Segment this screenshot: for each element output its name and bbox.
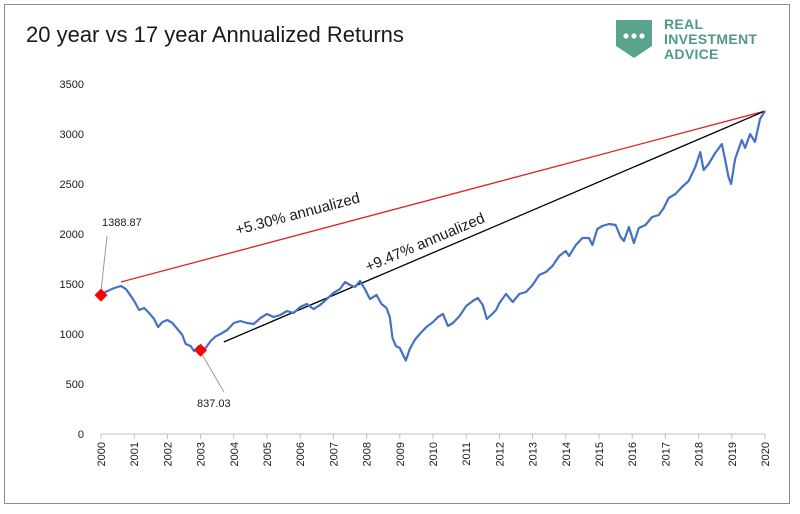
marker-value-label: 837.03 <box>197 398 231 410</box>
brand-logo: REAL INVESTMENT ADVICE <box>610 16 785 66</box>
x-tick-label: 2013 <box>528 442 540 466</box>
chart-title: 20 year vs 17 year Annualized Returns <box>26 22 404 47</box>
x-tick-label: 2010 <box>428 442 440 466</box>
x-tick-label: 2007 <box>328 442 340 466</box>
logo-wordmark: REAL INVESTMENT ADVICE <box>664 17 757 62</box>
marker-leader-line <box>100 235 108 292</box>
logo-line-1: REAL <box>664 16 704 32</box>
x-tick-label: 2011 <box>461 442 473 466</box>
x-tick-label: 2002 <box>162 442 174 466</box>
x-tick-label: 2009 <box>395 442 407 466</box>
x-tick-label: 2018 <box>694 442 706 466</box>
x-tick-label: 2012 <box>494 442 506 466</box>
marker-diamond <box>94 288 108 302</box>
trend-line <box>223 110 766 343</box>
x-tick-label: 2019 <box>727 442 739 466</box>
x-tick-label: 2020 <box>760 442 772 466</box>
y-tick-label: 2000 <box>60 229 84 241</box>
x-tick-label: 2008 <box>362 442 374 466</box>
logo-line-3: ADVICE <box>664 46 719 62</box>
x-tick-label: 2005 <box>262 442 274 466</box>
marker-leader-line <box>201 354 225 393</box>
x-tick-label: 2017 <box>660 442 672 466</box>
x-tick-label: 2001 <box>129 442 141 466</box>
y-tick-label: 1500 <box>60 279 84 291</box>
trend-label: +5.30% annualized <box>234 190 362 239</box>
trend-label: +9.47% annualized <box>363 210 487 276</box>
y-tick-label: 2500 <box>60 179 84 191</box>
y-tick-label: 1000 <box>60 329 84 341</box>
x-tick-label: 2006 <box>295 442 307 466</box>
x-tick-label: 2000 <box>96 442 108 466</box>
logo-badge-icon <box>616 20 652 58</box>
x-tick-label: 2016 <box>627 442 639 466</box>
marker-value-label: 1388.87 <box>102 217 142 229</box>
x-tick-label: 2015 <box>594 442 606 466</box>
y-tick-label: 500 <box>66 379 84 391</box>
y-tick-label: 0 <box>78 429 84 441</box>
marker-diamond <box>194 343 208 357</box>
logo-line-2: INVESTMENT <box>664 31 758 47</box>
x-tick-label: 2004 <box>229 442 241 466</box>
x-tick-label: 2003 <box>196 442 208 466</box>
chart-frame <box>4 4 790 504</box>
y-tick-label: 3000 <box>60 129 84 141</box>
trend-line <box>120 110 766 283</box>
x-tick-label: 2014 <box>561 442 573 466</box>
y-tick-label: 3500 <box>60 79 84 91</box>
